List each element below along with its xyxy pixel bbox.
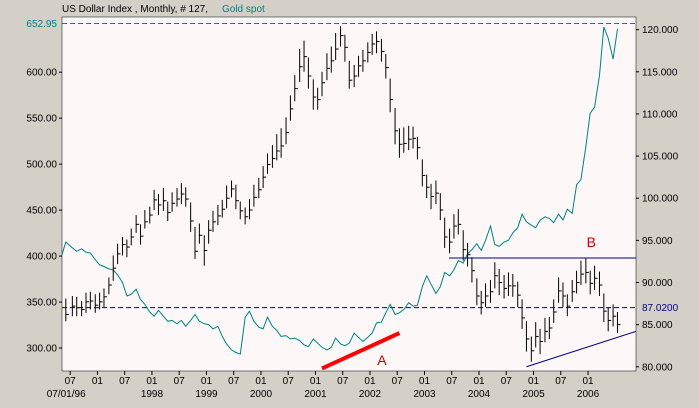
right-tick-label: 110.000 [642,109,678,120]
x-month-label: 07 [283,376,295,387]
x-month-label: 01 [364,376,376,387]
x-month-label: 01 [92,376,104,387]
x-month-label: 07 [228,376,240,387]
right-tick-label: 85.000 [642,320,673,331]
trendline-a [321,331,401,371]
annotation-label-b: B [587,234,596,250]
x-month-label: 01 [528,376,540,387]
left-tick-label: 400.00 [26,252,57,263]
x-month-label: 01 [310,376,322,387]
x-year-label: 1999 [195,389,218,400]
legend-gold-spot: Gold spot [222,4,265,15]
x-year-label: 2005 [522,389,545,400]
x-month-label: 07 [119,376,131,387]
x-year-label: 2000 [250,389,273,400]
x-month-label: 07 [446,376,458,387]
x-month-label: 01 [473,376,485,387]
x-year-label: 2002 [359,389,382,400]
x-month-label: 01 [146,376,158,387]
right-tick-label: 95.000 [642,236,673,247]
x-month-label: 07 [392,376,404,387]
right-tick-label: 115.000 [642,67,678,78]
right-tick-label: 80.000 [642,362,673,373]
left-highlight-label: 652.95 [26,19,57,30]
right-tick-label: 105.000 [642,152,679,163]
x-month-label: 07 [65,376,77,387]
left-tick-label: 550.00 [26,114,57,125]
x-month-label: 07 [337,376,349,387]
right-tick-label: 120.000 [642,25,679,36]
x-month-label: 07 [555,376,567,387]
trendline-b [526,330,637,368]
left-tick-label: 600.00 [26,68,57,79]
left-tick-label: 500.00 [26,160,57,171]
x-year-label: 2003 [413,389,436,400]
left-tick-label: 350.00 [26,298,57,309]
x-month-label: 07 [501,376,513,387]
right-highlight-label: 87.0200 [642,303,679,314]
x-year-label: 2006 [577,389,600,400]
x-year-label: 2004 [468,389,491,400]
x-month-label: 01 [419,376,431,387]
x-year-label: 1998 [141,389,164,400]
left-tick-label: 450.00 [26,206,57,217]
right-tick-label: 100.000 [642,194,679,205]
x-month-label: 01 [255,376,267,387]
right-tick-label: 90.000 [642,278,673,289]
chart-title: US Dollar Index , Monthly, # 127, [62,4,208,15]
x-month-label: 01 [201,376,213,387]
left-tick-label: 300.00 [26,344,57,355]
x-month-label: 01 [582,376,594,387]
x-start-date-label: 07/01/96 [47,389,86,400]
annotation-label-a: A [377,352,387,368]
x-year-label: 2001 [304,389,327,400]
gold-spot-line [61,26,618,355]
x-month-label: 07 [174,376,186,387]
